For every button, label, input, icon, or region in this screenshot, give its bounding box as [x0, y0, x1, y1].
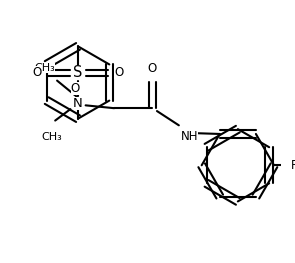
- Text: S: S: [73, 65, 83, 80]
- Text: O: O: [114, 67, 123, 79]
- Text: CH₃: CH₃: [41, 132, 62, 142]
- Text: O: O: [33, 67, 42, 79]
- Text: CH₃: CH₃: [35, 63, 55, 73]
- Text: N: N: [73, 97, 83, 110]
- Text: F: F: [291, 159, 295, 172]
- Text: O: O: [71, 82, 80, 95]
- Text: O: O: [148, 62, 157, 75]
- Text: NH: NH: [181, 130, 198, 143]
